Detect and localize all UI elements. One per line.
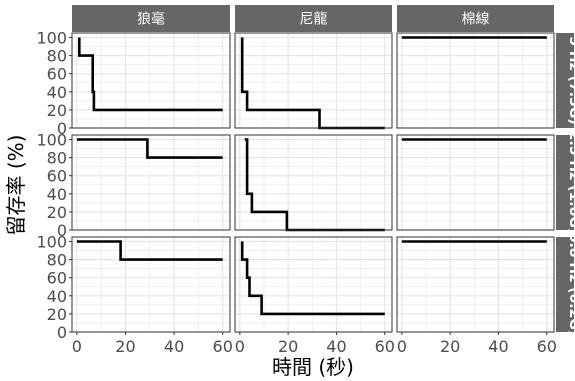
grid-layer (72, 33, 554, 333)
panel-frame (71, 32, 231, 129)
y-tick-label: 20 (47, 305, 67, 324)
y-tick-label: 60 (47, 65, 67, 84)
y-tick-label: 60 (47, 269, 67, 288)
y-tick-label: 0 (57, 221, 67, 240)
panel-background (72, 33, 230, 128)
panel-frame (396, 134, 555, 231)
x-tick-label: 20 (115, 337, 135, 356)
column-strip (397, 5, 554, 32)
row-strip (556, 237, 574, 332)
x-tick-label: 40 (164, 337, 184, 356)
row-strip (556, 33, 574, 128)
y-tick-label: 20 (47, 203, 67, 222)
strip-layer: 狼毫 尼龍 棉線 5 Hz (7.3G) 2.5 Hz (1.8G)0.8 Hz (0.… (72, 5, 575, 336)
y-tick-label: 40 (47, 287, 67, 306)
panel-frame (234, 236, 393, 333)
panel-background (235, 237, 392, 332)
y-tick-label: 80 (47, 251, 67, 270)
column-strip (235, 5, 392, 32)
x-tick-label: 0 (72, 337, 82, 356)
panel-frame (396, 236, 555, 333)
x-tick-label: 60 (213, 337, 233, 356)
x-tick-label: 20 (440, 337, 460, 356)
y-tick-label: 80 (47, 149, 67, 168)
y-tick-label: 100 (36, 233, 67, 252)
step-line (76, 240, 223, 261)
y-tick-label: 80 (47, 47, 67, 66)
panel-background (235, 135, 392, 230)
column-strip-label: 狼毫 (137, 11, 165, 28)
panel-background (235, 33, 392, 128)
panel-background (72, 135, 230, 230)
x-tick-label: 40 (326, 337, 346, 356)
panel-frame (71, 236, 231, 333)
y-tick-label: 20 (47, 101, 67, 120)
y-tick-label: 100 (36, 131, 67, 150)
x-tick-label: 40 (488, 337, 508, 356)
row-strip-label: 0.8 Hz (0.2G) (566, 233, 575, 337)
x-tick-label: 0 (235, 337, 245, 356)
step-line (78, 37, 223, 112)
y-tick-label: 100 (36, 29, 67, 48)
y-tick-label: 0 (57, 119, 67, 138)
row-strip-label: 2.5 Hz (1.8G) (566, 131, 575, 235)
panel-background (72, 237, 230, 332)
x-tick-label: 60 (537, 337, 557, 356)
panel-background (397, 33, 554, 128)
step-line (76, 138, 223, 159)
panel-frame (234, 32, 393, 129)
panel-frame-layer (71, 32, 555, 333)
row-strip-label: 5 Hz (7.3G) (566, 36, 575, 124)
step-line (240, 241, 385, 316)
panel-background (397, 135, 554, 230)
x-tick-label: 20 (278, 337, 298, 356)
y-tick-label: 40 (47, 83, 67, 102)
x-axis-title: 時間 (秒) (272, 355, 354, 379)
panel-background (397, 237, 554, 332)
y-axis-title: 留存率 (%) (4, 135, 28, 236)
x-tick-label: 60 (375, 337, 395, 356)
step-line (244, 138, 385, 232)
row-strip (556, 135, 574, 230)
column-strip-label: 尼龍 (300, 11, 328, 28)
panel-frame (396, 32, 555, 129)
panel-frame (71, 134, 231, 231)
y-tick-label: 0 (57, 323, 67, 342)
panel-frame (234, 134, 393, 231)
column-strip (72, 5, 230, 32)
x-tick-label: 0 (397, 337, 407, 356)
y-tick-label: 60 (47, 167, 67, 186)
column-strip-label: 棉線 (462, 11, 490, 28)
y-tick-label: 40 (47, 185, 67, 204)
